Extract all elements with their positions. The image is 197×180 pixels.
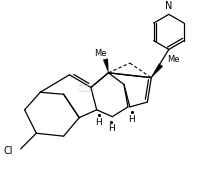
Text: Me: Me (167, 55, 179, 64)
Text: N: N (165, 1, 173, 12)
Text: H: H (108, 124, 115, 133)
Text: Cl: Cl (3, 146, 13, 156)
Text: 北京英大: 北京英大 (77, 84, 95, 91)
Polygon shape (151, 64, 163, 78)
Text: H: H (95, 118, 102, 127)
Text: H: H (128, 115, 135, 124)
Text: Me: Me (94, 49, 107, 58)
Polygon shape (103, 59, 108, 73)
